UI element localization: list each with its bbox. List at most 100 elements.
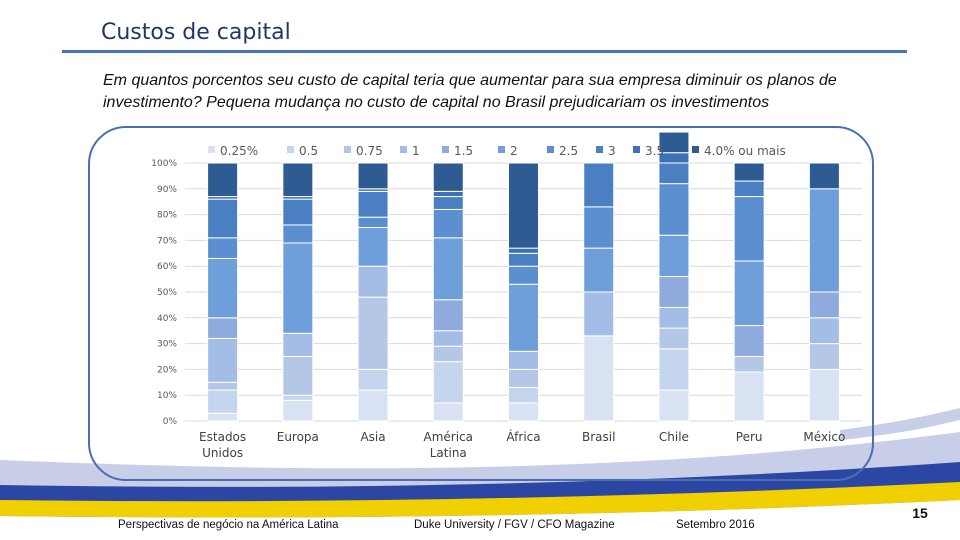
legend-swatch [344,146,351,153]
legend-swatch [547,146,554,153]
bar-segment [357,190,389,218]
survey-question: Em quantos porcentos seu custo de capita… [103,72,837,111]
x-tick-label: Chile [659,430,689,444]
x-tick-label: México [803,430,845,444]
y-tick-label: 90% [157,185,177,195]
legend-label: 0.25% [220,144,258,158]
legend-label: 0.5 [299,144,318,158]
bar-segment [357,216,389,228]
bar-segment [432,361,464,404]
legend-label: 2.5 [559,144,578,158]
legend-swatch [692,146,699,153]
legend-label: 1.5 [454,144,473,158]
footer-source: Duke University / FGV / CFO Magazine [414,519,615,531]
bar-segment [432,299,464,332]
bar-segment [432,402,464,422]
bar-segment [508,162,539,249]
bar-segment [432,208,464,239]
bar-segment [282,356,314,396]
y-tick-label: 70% [157,236,177,246]
bar-segment [808,317,840,345]
bar-segment [508,283,539,352]
x-tick-label: Europa [277,430,319,444]
y-tick-label: 10% [157,391,177,401]
legend-label: 1 [412,144,420,158]
bar-segment [282,242,314,334]
bar-segment [808,343,840,370]
bar-segment [432,190,464,198]
bar-segment [207,257,239,319]
bar-segment [357,265,389,298]
bar-segment [432,162,464,192]
bar-segment [508,247,539,254]
bar-segment [508,386,539,404]
bar-segment [508,402,539,422]
bar-segment [207,198,239,239]
bar-segment [282,399,314,422]
legend-label: 2 [510,144,518,158]
bar-segment [658,306,690,329]
bar-segment [583,291,615,337]
bar-segment [733,325,765,358]
legend-swatch [633,146,640,153]
page-number: 15 [912,505,928,521]
bar-segment [808,368,840,422]
bar-segment [432,237,464,301]
bar-segment [658,234,690,278]
bar-segment [207,412,239,422]
bar-segment [583,206,615,249]
bar-segment [207,337,239,383]
y-tick-label: 80% [157,211,177,221]
bar-segment [583,335,615,422]
bar-segment [357,389,389,422]
bar-segment [733,371,765,422]
y-tick-label: 100% [151,159,177,169]
chart-frame [88,126,874,481]
legend-swatch [400,146,407,153]
bar-segment [658,183,690,236]
bar-segment [282,332,314,357]
bar-segment [207,317,239,339]
y-tick-label: 30% [157,340,177,350]
bar-segment [207,381,239,391]
bar-segment [808,162,840,190]
bar-segment [432,196,464,210]
bar-segment [658,162,690,185]
bar-segment [357,296,389,370]
y-tick-label: 60% [157,262,177,272]
x-tick-label: África [506,429,540,444]
bar-segment [808,291,840,319]
bar-segment [508,252,539,267]
bar-segment [282,224,314,244]
legend-label: 3.5 [645,144,664,158]
x-tick-label: Asia [360,430,385,444]
x-tick-label: Estados Unidos [199,430,246,460]
bar-segment [432,330,464,347]
title-underline [62,50,907,53]
y-tick-label: 20% [157,365,177,375]
bar-segment [282,162,314,198]
bar-segment [658,131,690,154]
bar-segment [282,394,314,401]
footer-date: Setembro 2016 [676,519,755,531]
bar-segment [357,227,389,267]
y-tick-label: 0% [163,417,178,427]
bar-segment [658,276,690,308]
legend-label: 3 [608,144,616,158]
bar-segment [508,350,539,370]
legend-label: 0.75 [356,144,383,158]
legend-swatch [287,146,294,153]
bar-segment [658,348,690,391]
bar-segment [733,196,765,262]
bar-segment [733,162,765,182]
bar-segment [583,162,615,208]
y-tick-label: 40% [157,314,177,324]
bar-segment [282,198,314,226]
bar-segment [207,237,239,259]
x-tick-label: Brasil [582,430,615,444]
y-tick-label: 50% [157,288,177,298]
bar-segment [808,188,840,293]
bar-segment [733,356,765,373]
